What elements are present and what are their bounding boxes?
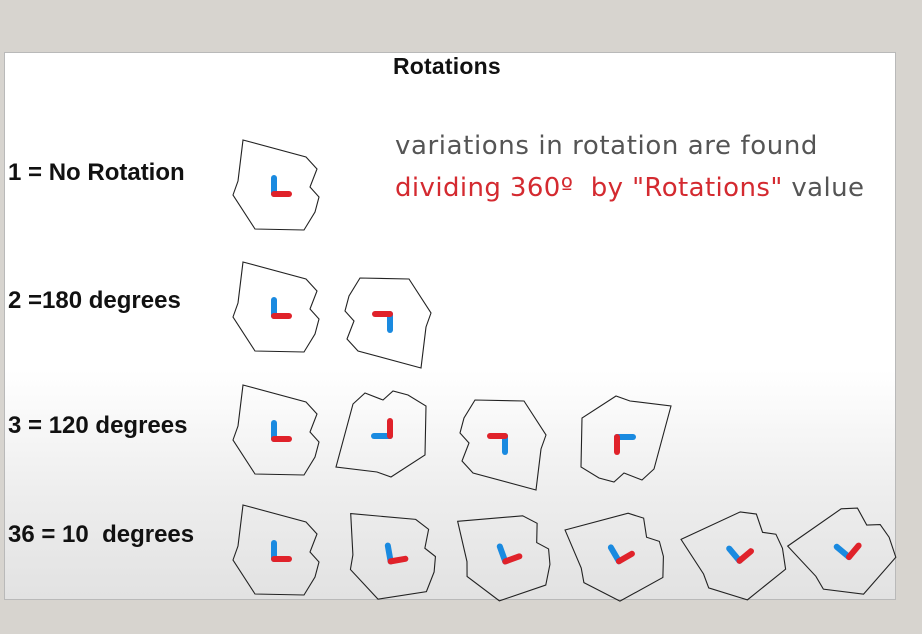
rotated-shape <box>349 512 437 600</box>
rotated-shape <box>459 399 547 491</box>
shape-outline <box>680 511 787 601</box>
note-line-1: variations in rotation are found <box>395 131 818 161</box>
shape-outline <box>232 504 320 596</box>
shape-outline <box>232 139 320 231</box>
red-arm <box>615 550 635 565</box>
row-label-180-degrees: 2 =180 degrees <box>8 287 181 314</box>
row-label-10-degrees: 36 = 10 degrees <box>8 521 195 548</box>
shape-outline <box>344 277 432 369</box>
shape-outline <box>456 515 551 602</box>
rotated-shape <box>680 511 787 601</box>
red-arm <box>502 553 523 565</box>
rotated-shape <box>232 261 320 353</box>
rotated-shape <box>786 507 897 595</box>
shape-outline <box>580 395 672 483</box>
slide-title: Rotations <box>393 53 501 79</box>
shape-outline <box>564 512 664 602</box>
row-label-120-degrees: 3 = 120 degrees <box>8 412 188 439</box>
red-arm <box>387 555 409 565</box>
rotated-shape <box>232 504 320 596</box>
row-label-no-rotation: 1 = No Rotation <box>8 159 185 186</box>
shape-outline <box>232 384 320 476</box>
note-suffix: value <box>782 173 865 203</box>
note-highlight: dividing 360º by "Rotations" <box>395 173 783 203</box>
rotated-shape <box>564 512 664 602</box>
rotated-shape <box>344 277 432 369</box>
rotated-shape <box>335 390 427 478</box>
shape-outline <box>786 507 897 595</box>
rotated-shape <box>232 384 320 476</box>
red-arm <box>845 542 862 561</box>
rotated-shape <box>456 515 551 602</box>
slide-canvas <box>4 52 896 600</box>
shape-outline <box>349 512 437 600</box>
shape-outline <box>232 261 320 353</box>
shape-outline <box>335 390 427 478</box>
rotated-shape <box>580 395 672 483</box>
red-arm <box>736 548 754 564</box>
rotated-shape <box>232 139 320 231</box>
note-line-2: dividing 360º by "Rotations" value <box>395 173 864 203</box>
shape-outline <box>459 399 547 491</box>
